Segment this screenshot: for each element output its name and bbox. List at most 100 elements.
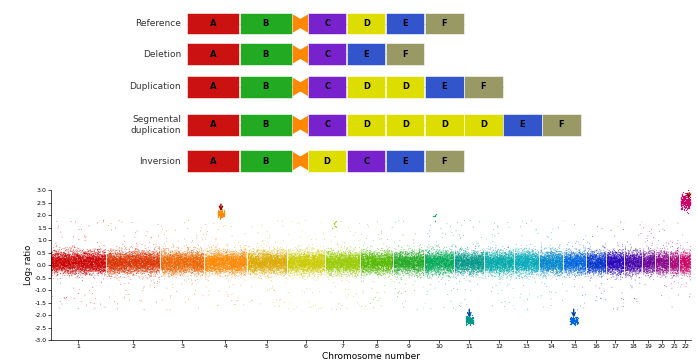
Point	[313, 254, 324, 260]
Point	[208, 263, 220, 269]
Point	[667, 254, 678, 260]
Point	[181, 261, 192, 267]
Point	[638, 253, 650, 259]
Point	[133, 265, 144, 271]
Point	[461, 265, 472, 271]
Point	[201, 261, 212, 267]
Point	[323, 266, 335, 272]
Point	[436, 256, 447, 262]
Point	[524, 249, 535, 255]
Point	[251, 255, 262, 261]
Point	[314, 262, 325, 268]
Point	[666, 249, 677, 255]
Point	[63, 260, 75, 266]
Point	[447, 260, 459, 265]
Point	[330, 259, 341, 265]
Point	[206, 261, 217, 267]
Point	[489, 263, 500, 269]
Point	[292, 262, 303, 268]
Point	[208, 260, 219, 265]
Point	[258, 250, 269, 256]
Point	[137, 264, 148, 270]
Point	[155, 261, 167, 267]
Point	[170, 265, 181, 270]
Point	[652, 256, 663, 261]
Point	[673, 256, 684, 262]
Point	[131, 260, 142, 266]
Point	[158, 255, 169, 261]
Point	[97, 257, 108, 263]
Point	[539, 257, 550, 263]
Point	[114, 265, 125, 271]
Point	[588, 254, 599, 260]
Point	[171, 265, 182, 270]
Point	[480, 264, 491, 270]
Point	[668, 268, 680, 274]
Point	[665, 256, 676, 261]
Point	[79, 268, 90, 273]
Point	[542, 267, 553, 273]
Point	[418, 261, 429, 267]
Point	[428, 258, 439, 264]
Point	[114, 254, 125, 260]
Point	[314, 262, 325, 268]
Point	[471, 261, 482, 267]
Point	[528, 268, 539, 273]
Point	[486, 269, 497, 275]
Point	[344, 262, 355, 268]
Point	[567, 258, 578, 264]
Point	[64, 260, 75, 265]
Point	[270, 267, 282, 273]
Point	[625, 268, 636, 274]
Point	[189, 262, 200, 268]
Point	[348, 261, 359, 266]
Point	[530, 268, 542, 274]
Point	[242, 265, 253, 271]
Point	[415, 254, 426, 260]
Point	[370, 258, 381, 264]
Point	[492, 259, 503, 265]
Point	[623, 258, 634, 264]
Point	[407, 259, 418, 265]
Point	[123, 261, 134, 267]
Point	[354, 250, 365, 256]
Point	[116, 268, 128, 273]
Point	[276, 269, 287, 275]
Point	[461, 253, 473, 259]
Point	[396, 257, 407, 263]
Point	[470, 258, 481, 264]
Point	[438, 256, 449, 262]
Point	[153, 265, 164, 271]
Point	[333, 261, 344, 266]
Point	[72, 262, 83, 268]
Point	[634, 267, 645, 273]
Point	[283, 265, 294, 271]
Point	[170, 256, 181, 261]
Point	[549, 262, 560, 268]
Point	[123, 274, 134, 279]
Point	[168, 254, 179, 260]
Point	[338, 258, 349, 264]
Point	[481, 256, 492, 262]
Point	[104, 294, 115, 300]
Point	[171, 265, 182, 271]
Point	[49, 262, 61, 268]
Point	[132, 261, 143, 267]
Point	[367, 254, 378, 260]
Point	[329, 257, 340, 262]
Point	[185, 258, 196, 264]
Point	[254, 264, 265, 270]
Point	[666, 273, 677, 279]
Point	[97, 263, 108, 269]
Point	[302, 255, 314, 261]
Point	[131, 262, 142, 268]
Point	[61, 253, 72, 259]
Point	[565, 258, 576, 264]
Point	[648, 260, 659, 266]
Point	[456, 262, 467, 268]
Point	[538, 264, 549, 270]
Point	[316, 258, 327, 264]
Point	[430, 255, 441, 261]
Point	[468, 272, 480, 277]
Point	[306, 263, 317, 269]
